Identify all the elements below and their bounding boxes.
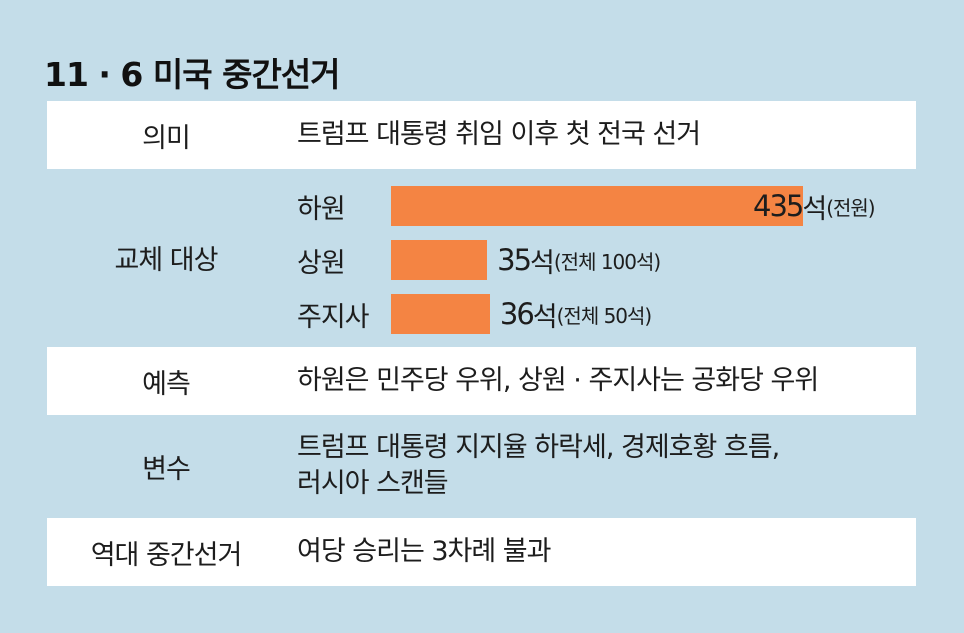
page-title: 11 · 6 미국 중간선거	[44, 55, 341, 94]
bar	[391, 186, 803, 226]
row-targets: 교체 대상 하원 435 석 (전원) 상원 35 석 (전체 100석) 주지사 36 석 (전체 …	[47, 170, 916, 345]
bar-category-label: 주지사	[297, 301, 370, 333]
bar-value-label: 435 석 (전원)	[753, 189, 876, 225]
bar-value-label: 36 석 (전체 50석)	[499, 297, 652, 333]
row-variables: 변수 트럼프 대통령 지지율 하락세, 경제호황 흐름, 러시아 스캔들	[47, 416, 916, 516]
row-label-meaning: 의미	[142, 122, 191, 154]
row-label-forecast: 예측	[142, 368, 191, 400]
row-forecast: 예측 하원은 민주당 우위, 상원 · 주지사는 공화당 우위	[47, 347, 916, 415]
bar	[391, 240, 488, 280]
row-history: 역대 중간선거 여당 승리는 3차례 불과	[47, 518, 916, 586]
row-meaning: 의미 트럼프 대통령 취임 이후 첫 전국 선거	[47, 101, 916, 169]
bar-value-label: 35 석 (전체 100석)	[497, 243, 661, 279]
bar-row-3: 주지사 36 석 (전체 50석)	[297, 294, 907, 334]
bar-category-label: 상원	[297, 247, 346, 279]
row-label-variables: 변수	[142, 453, 191, 485]
row-label-history: 역대 중간선거	[90, 539, 243, 571]
bar-category-label: 하원	[297, 193, 346, 225]
variables-line-1: 트럼프 대통령 지지율 하락세, 경제호황 흐름,	[297, 432, 780, 464]
row-value-meaning: 트럼프 대통령 취임 이후 첫 전국 선거	[297, 119, 701, 151]
bar-row-2: 상원 35 석 (전체 100석)	[297, 240, 907, 280]
row-value-history: 여당 승리는 3차례 불과	[297, 536, 552, 568]
row-value-variables: 트럼프 대통령 지지율 하락세, 경제호황 흐름, 러시아 스캔들	[297, 416, 906, 516]
row-label-targets: 교체 대상	[114, 245, 219, 276]
variables-line-2: 러시아 스캔들	[297, 468, 449, 499]
bar-row-1: 하원 435 석 (전원)	[297, 186, 907, 226]
bar	[391, 294, 490, 334]
row-value-forecast: 하원은 민주당 우위, 상원 · 주지사는 공화당 우위	[297, 365, 819, 397]
